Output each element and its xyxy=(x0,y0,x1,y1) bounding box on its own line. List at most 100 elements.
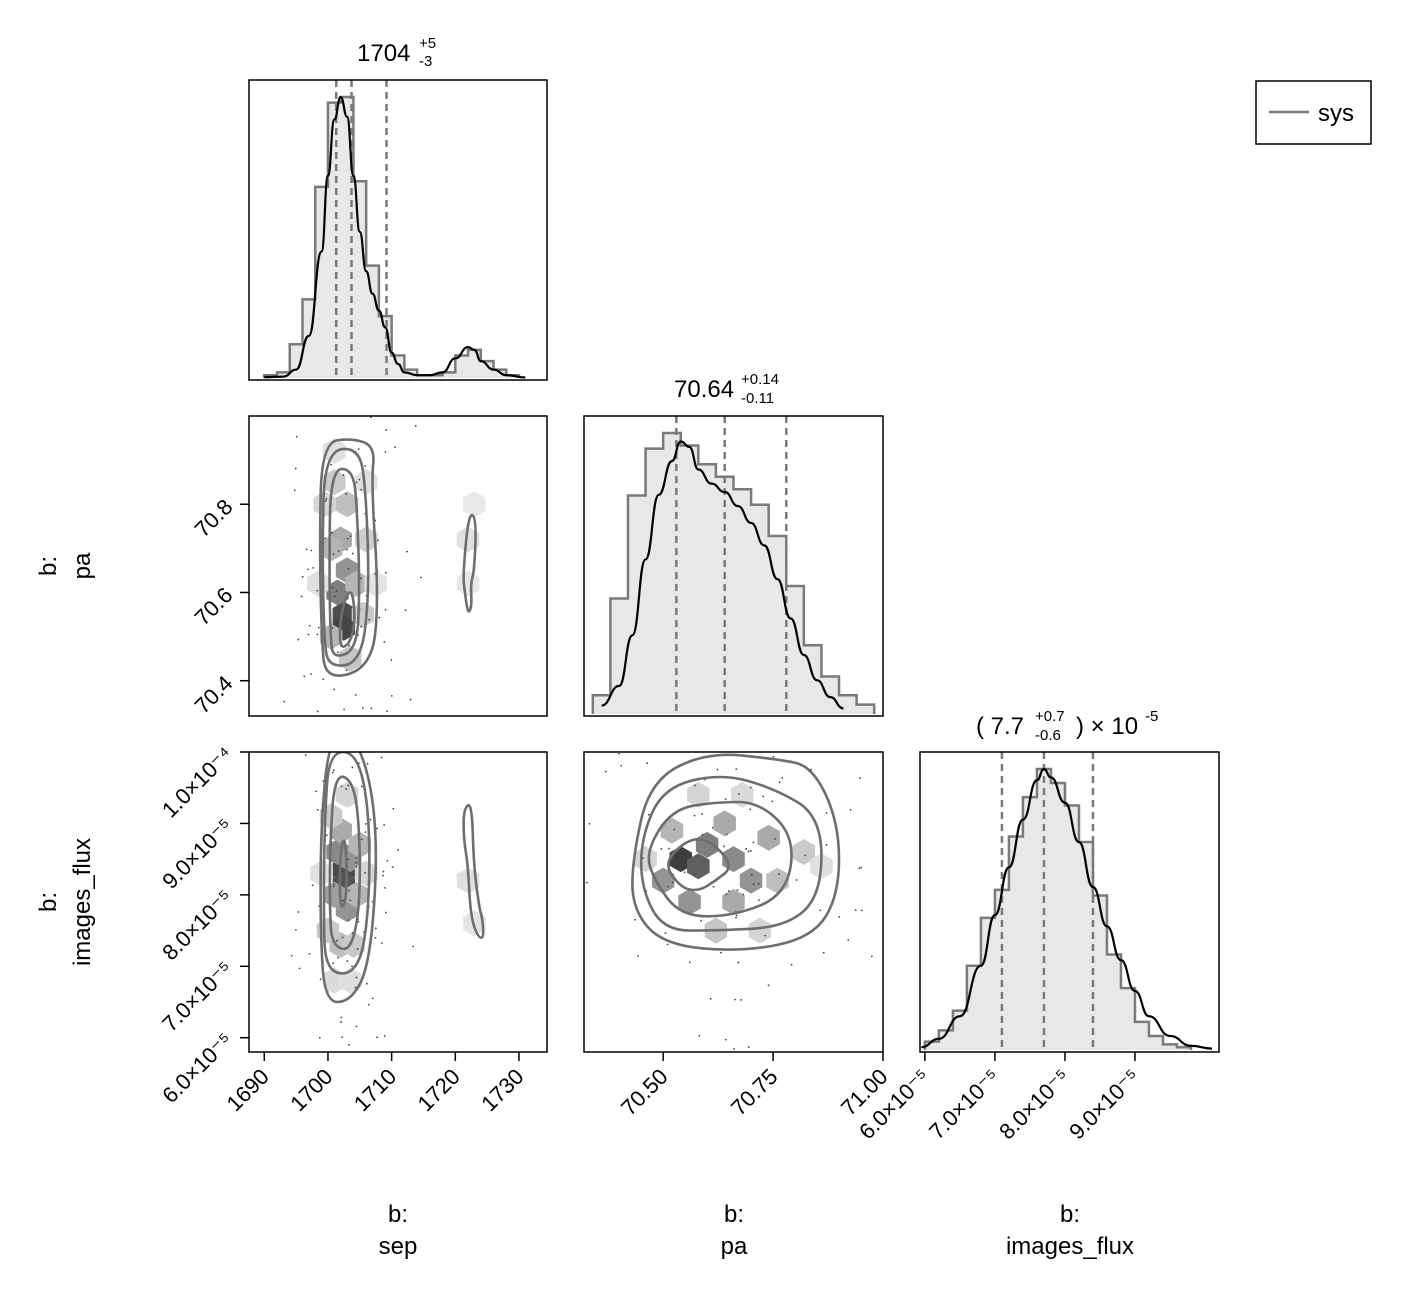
scatter-point xyxy=(716,768,719,771)
scatter-point xyxy=(737,961,740,964)
scatter-point xyxy=(371,683,373,685)
scatter-point xyxy=(319,744,321,746)
histogram-bar xyxy=(429,375,443,378)
scatter-point xyxy=(847,938,850,941)
scatter-point xyxy=(301,575,304,578)
scatter-point xyxy=(336,939,338,942)
scatter-point xyxy=(698,1034,701,1037)
scatter-point xyxy=(884,931,886,933)
scatter-point xyxy=(767,984,770,987)
scatter-point xyxy=(344,621,347,624)
histogram-bar xyxy=(1148,1035,1163,1050)
legend: sys xyxy=(1255,80,1372,145)
scatter-point xyxy=(331,586,334,589)
scatter-point xyxy=(749,808,752,811)
scatter-point xyxy=(667,885,670,888)
scatter-point xyxy=(301,1137,303,1139)
scatter-point xyxy=(383,640,386,643)
scatter-point xyxy=(870,955,873,958)
histogram-bar xyxy=(938,1030,953,1050)
scatter-point xyxy=(354,676,356,678)
contour-line xyxy=(338,839,348,908)
scatter-point xyxy=(337,956,339,959)
scatter-point xyxy=(351,880,354,883)
scatter-point xyxy=(333,688,336,691)
scatter-point xyxy=(380,756,383,759)
x-tick-label-sep: 1730 xyxy=(476,1064,528,1116)
scatter-point xyxy=(526,730,528,732)
scatter-point xyxy=(342,474,345,477)
histogram-bar xyxy=(378,316,392,378)
x-tick-label-sep: 1720 xyxy=(413,1064,465,1116)
y-tick-label-pa: 70.4 xyxy=(190,671,238,719)
scatter-point xyxy=(369,416,372,419)
scatter-point xyxy=(370,707,373,710)
scatter-point xyxy=(747,1046,750,1048)
scatter-point xyxy=(764,934,767,937)
scatter-point xyxy=(337,728,339,730)
scatter-point xyxy=(849,809,852,811)
histogram-bar xyxy=(645,448,664,714)
scatter-point xyxy=(347,567,350,570)
scatter-point xyxy=(307,568,309,571)
stat-base-pa: 70.64 xyxy=(674,376,734,403)
scatter-point xyxy=(374,936,377,939)
frame-pa-flux xyxy=(583,751,884,1053)
scatter-point xyxy=(633,918,636,921)
scatter-point xyxy=(326,1114,328,1116)
scatter-point xyxy=(364,464,367,467)
scatter-point xyxy=(733,1048,735,1050)
scatter-point xyxy=(728,890,730,892)
x-tick-label-sep: 1700 xyxy=(285,1064,337,1116)
scatter-point xyxy=(740,999,742,1001)
scatter-point xyxy=(404,609,407,612)
scatter-point xyxy=(771,800,774,803)
scatter-point xyxy=(304,754,307,756)
stat-title-sep: 1704 xyxy=(357,40,410,67)
ylabel-pa-line1: b: xyxy=(35,556,62,576)
scatter-point xyxy=(757,882,760,885)
histogram-panel-flux xyxy=(921,752,1213,1052)
histogram-bar xyxy=(417,375,430,378)
scatter-point xyxy=(392,807,395,810)
scatter-point xyxy=(351,389,353,391)
scatter-point xyxy=(384,608,387,611)
kde-curve xyxy=(921,767,1213,1050)
scatter-point xyxy=(745,739,747,741)
scatter-point xyxy=(660,847,663,850)
scatter-point xyxy=(781,777,784,779)
xlabel-flux-line2: images_flux xyxy=(1006,1233,1134,1260)
scatter-point xyxy=(376,827,379,830)
scatter-point xyxy=(725,893,728,896)
scatter-point xyxy=(838,916,841,918)
scatter-point xyxy=(647,813,650,816)
histogram-bar xyxy=(327,102,341,379)
scatter-point xyxy=(345,493,347,495)
histogram-bar xyxy=(366,265,379,378)
scatter-point xyxy=(854,909,857,912)
histogram-step-line xyxy=(923,767,1193,1050)
scatter-point xyxy=(360,625,363,628)
scatter-point xyxy=(348,1043,350,1046)
contour-line xyxy=(328,467,361,657)
hexbin-cell xyxy=(678,889,701,915)
contour-line xyxy=(462,513,477,613)
kde-curve xyxy=(264,95,526,379)
scatter-point xyxy=(752,841,755,844)
scatter-point xyxy=(320,731,322,733)
scatter-point xyxy=(579,909,581,911)
scatter-point xyxy=(336,651,339,654)
scatter-point xyxy=(334,1097,336,1099)
scatter-point xyxy=(859,777,861,780)
scatter-point xyxy=(917,903,919,905)
scatter-point xyxy=(335,590,338,592)
scatter-point xyxy=(711,826,714,829)
scatter-point xyxy=(688,961,691,964)
hexbin-cell xyxy=(757,824,780,851)
scatter-point xyxy=(349,899,352,902)
scatter-point xyxy=(819,909,822,912)
xlabel-sep-line1: b: xyxy=(388,1201,408,1228)
scatter-point xyxy=(321,1125,323,1127)
scatter-point xyxy=(324,499,327,502)
histogram-bar xyxy=(980,917,995,1050)
